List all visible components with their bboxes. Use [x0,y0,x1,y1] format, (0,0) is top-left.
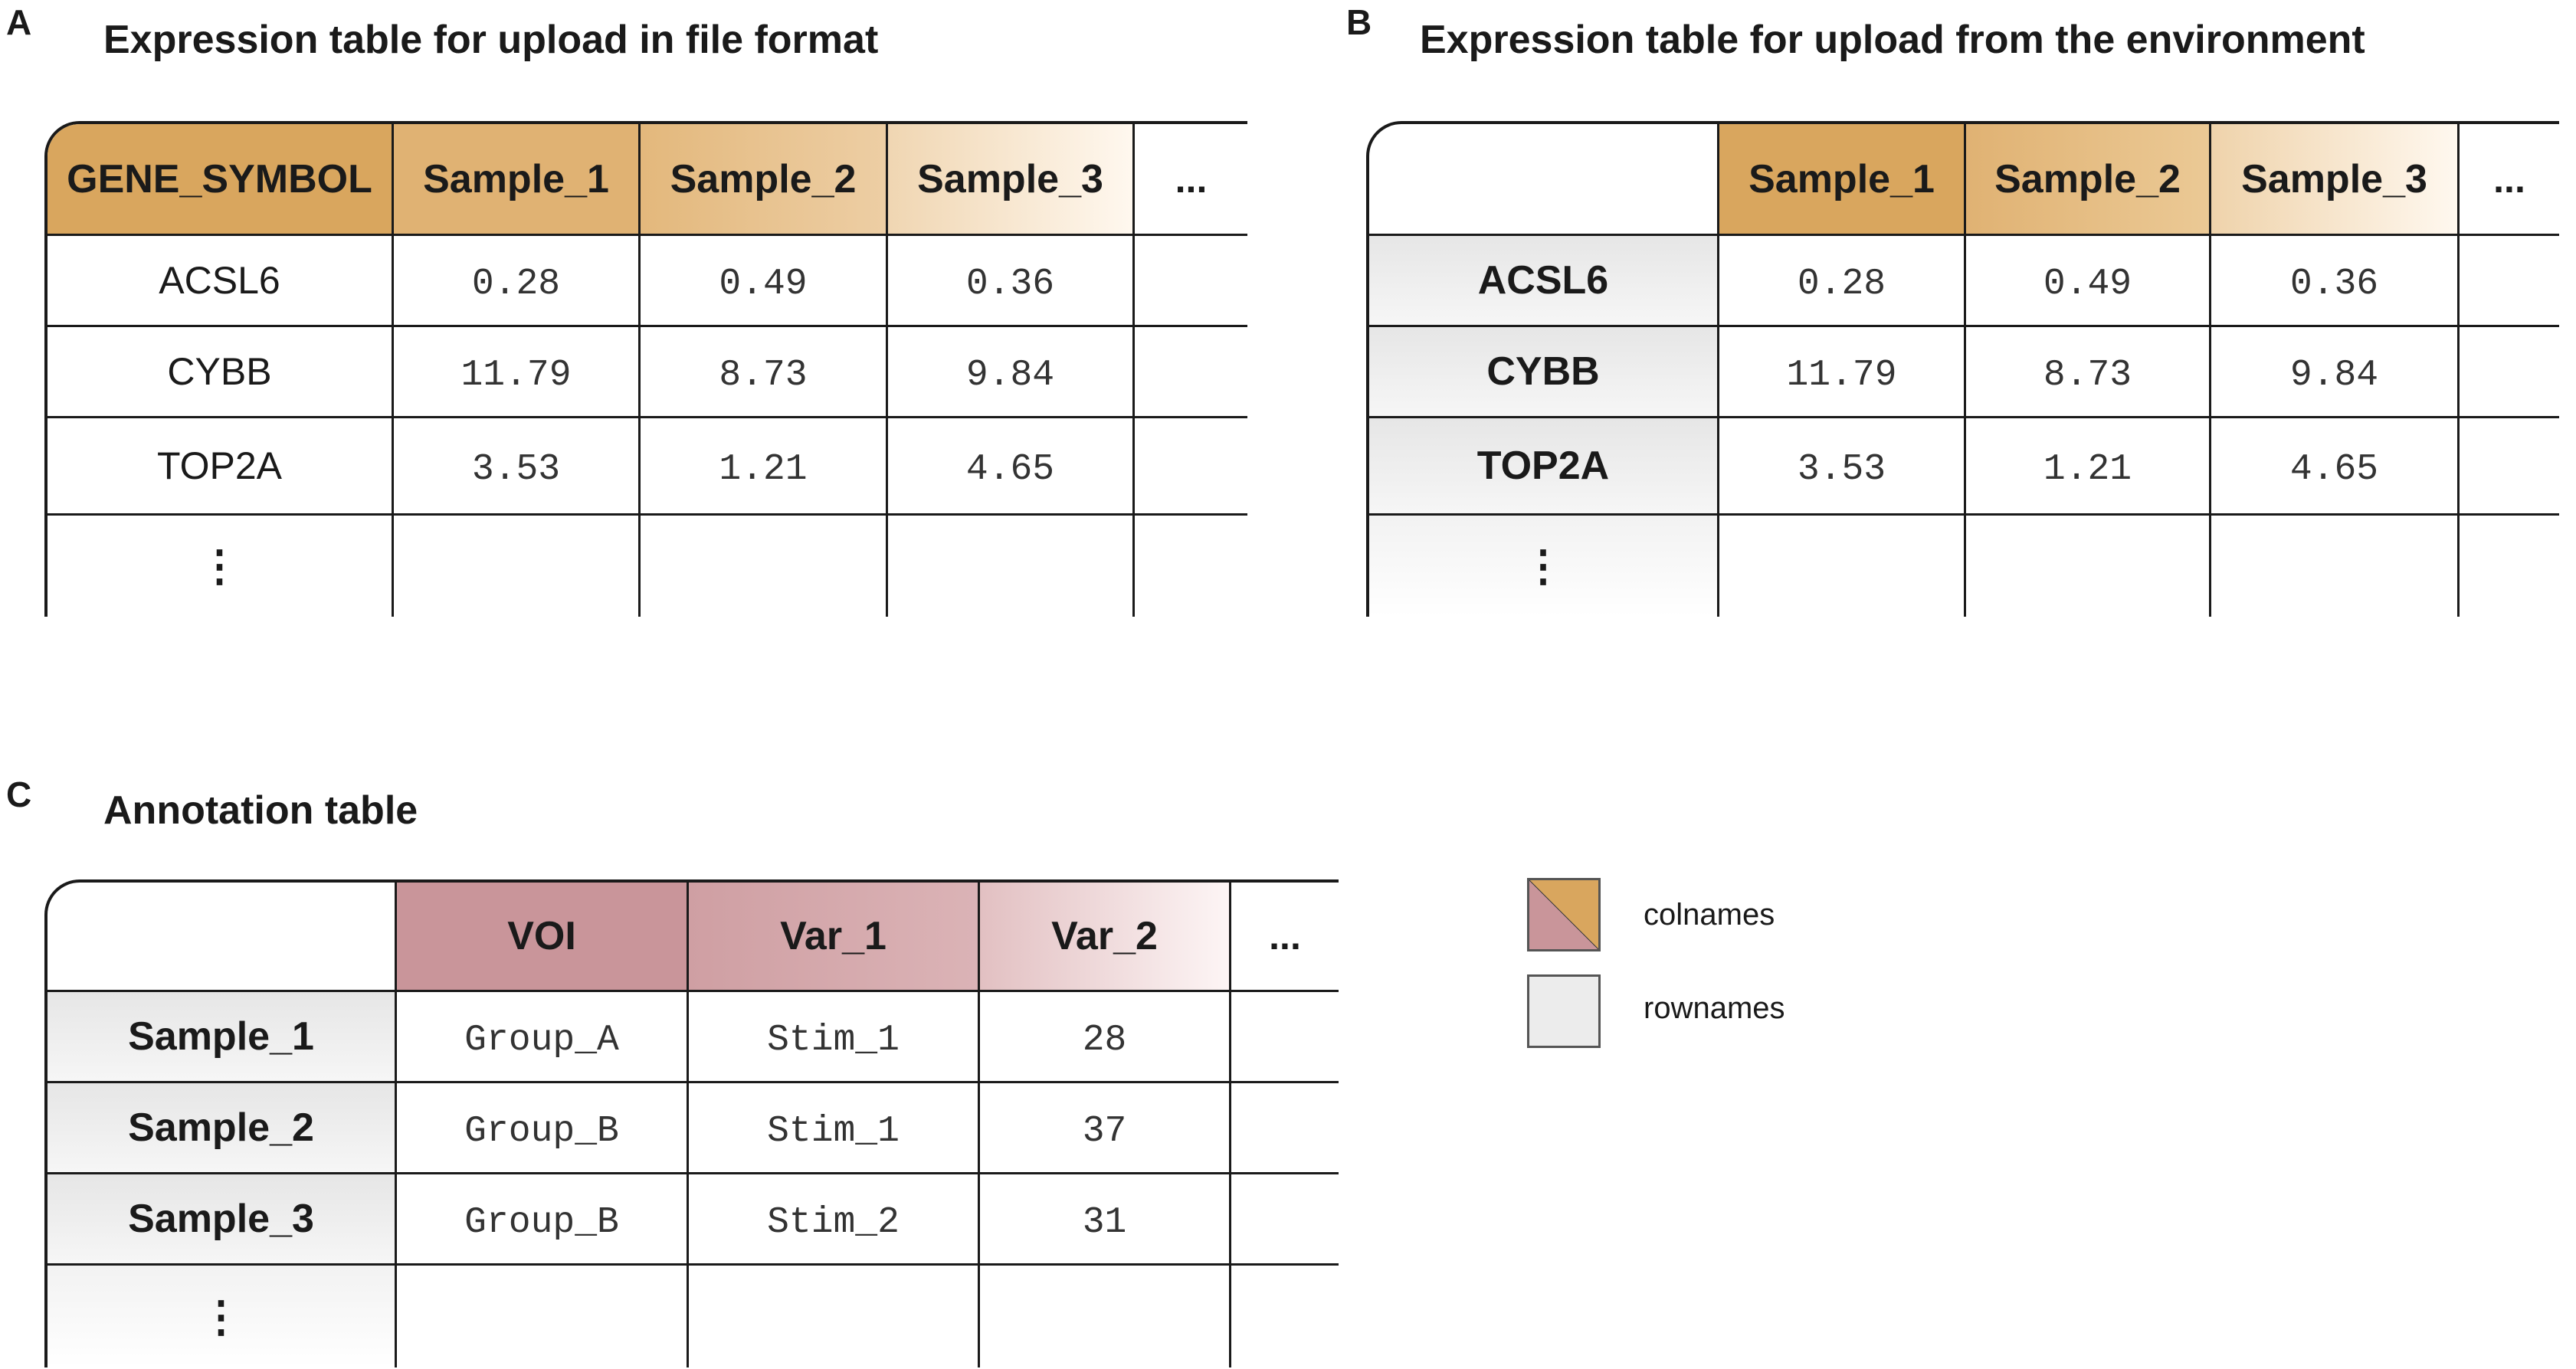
empty-cell [1135,516,1247,617]
header-var-2: Var_2 [980,883,1231,992]
value-cell: 0.49 [1966,236,2211,327]
empty-cell [2211,516,2460,617]
header-var-1: Var_1 [689,883,980,992]
value-cell: 28 [980,992,1231,1083]
value-cell: Stim_1 [689,1083,980,1174]
header-sample-1: Sample_1 [1719,124,1966,236]
value-cell: Group_A [397,992,689,1083]
rowname-sample-2: Sample_2 [48,1083,397,1174]
header-more-columns: ... [1135,124,1247,236]
header-gene-symbol: GENE_SYMBOL [48,124,394,236]
value-cell: 1.21 [641,418,888,516]
value-cell: Group_B [397,1174,689,1266]
value-cell: Stim_2 [689,1174,980,1266]
empty-cell [394,516,641,617]
panel-b-letter: B [1346,2,1372,42]
empty-cell [1966,516,2211,617]
rowname-sample-3: Sample_3 [48,1174,397,1266]
value-cell: 37 [980,1083,1231,1174]
empty-cell [641,516,888,617]
value-cell: 0.28 [394,236,641,327]
colnames-swatch [1527,878,1601,951]
empty-cell [2460,516,2559,617]
header-corner-empty [48,883,397,992]
rowname-top2a: TOP2A [1369,418,1719,516]
value-cell: Stim_1 [689,992,980,1083]
header-voi: VOI [397,883,689,992]
value-cell: Group_B [397,1083,689,1174]
expression-table-file: GENE_SYMBOL Sample_1 Sample_2 Sample_3 .… [44,121,1247,617]
empty-cell [1719,516,1966,617]
gene-top2a: TOP2A [48,418,394,516]
value-cell: 0.36 [888,236,1135,327]
empty-cell [1231,992,1339,1083]
empty-cell [2460,236,2559,327]
value-cell: 9.84 [2211,327,2460,418]
value-cell: 3.53 [394,418,641,516]
empty-cell [1135,236,1247,327]
empty-cell [397,1266,689,1367]
header-corner-empty [1369,124,1719,236]
panel-c-letter: C [6,775,32,814]
value-cell: 9.84 [888,327,1135,418]
panel-a-letter: A [6,2,32,42]
empty-cell [1231,1174,1339,1266]
expression-table-environment: Sample_1 Sample_2 Sample_3 ... ACSL6 0.2… [1366,121,2559,617]
value-cell: 31 [980,1174,1231,1266]
empty-cell [2460,418,2559,516]
value-cell: 4.65 [888,418,1135,516]
header-sample-2: Sample_2 [641,124,888,236]
header-more-columns: ... [1231,883,1339,992]
rowname-sample-1: Sample_1 [48,992,397,1083]
empty-cell [1135,418,1247,516]
panel-c-title: Annotation table [103,788,418,833]
value-cell: 11.79 [1719,327,1966,418]
rownames-swatch [1527,974,1601,1048]
rowname-cybb: CYBB [1369,327,1719,418]
value-cell: 11.79 [394,327,641,418]
value-cell: 4.65 [2211,418,2460,516]
rowname-acsl6: ACSL6 [1369,236,1719,327]
empty-cell [888,516,1135,617]
gene-cybb: CYBB [48,327,394,418]
value-cell: 8.73 [1966,327,2211,418]
empty-cell [1135,327,1247,418]
value-cell: 0.49 [641,236,888,327]
empty-cell [689,1266,980,1367]
header-sample-1: Sample_1 [394,124,641,236]
value-cell: 0.28 [1719,236,1966,327]
more-rows-indicator: ⋮ [48,1266,397,1367]
value-cell: 8.73 [641,327,888,418]
empty-cell [1231,1266,1339,1367]
more-rows-indicator: ⋮ [48,516,394,617]
value-cell: 0.36 [2211,236,2460,327]
more-rows-indicator: ⋮ [1369,516,1719,617]
header-more-columns: ... [2460,124,2559,236]
rownames-label: rownames [1644,991,1785,1025]
panel-b-title: Expression table for upload from the env… [1420,18,2365,62]
header-sample-2: Sample_2 [1966,124,2211,236]
panel-a-title: Expression table for upload in file form… [103,18,879,62]
colnames-label: colnames [1644,898,1775,932]
header-sample-3: Sample_3 [2211,124,2460,236]
empty-cell [980,1266,1231,1367]
header-sample-3: Sample_3 [888,124,1135,236]
value-cell: 1.21 [1966,418,2211,516]
empty-cell [2460,327,2559,418]
annotation-table: VOI Var_1 Var_2 ... Sample_1 Group_A Sti… [44,879,1339,1367]
empty-cell [1231,1083,1339,1174]
gene-acsl6: ACSL6 [48,236,394,327]
value-cell: 3.53 [1719,418,1966,516]
